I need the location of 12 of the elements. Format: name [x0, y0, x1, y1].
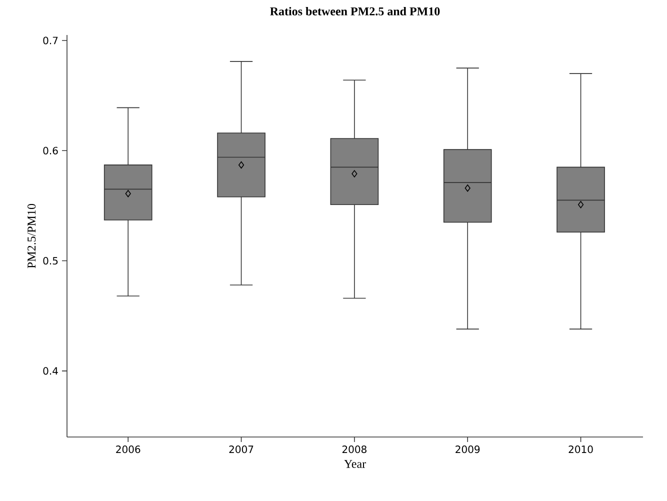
y-tick-label: 0.4	[43, 367, 58, 375]
y-axis-title: PM2.5/PM10	[28, 204, 36, 268]
y-tick-label: 0.6	[43, 146, 58, 154]
y-tick-label: 0.5	[43, 256, 58, 265]
x-tick-label: 2006	[116, 446, 140, 454]
x-tick-label: 2007	[229, 446, 254, 454]
x-axis-title: Year	[344, 460, 366, 468]
x-tick-label: 2010	[568, 446, 593, 454]
x-tick-label: 2008	[342, 446, 366, 454]
x-tick-label: 2009	[456, 446, 480, 454]
chart-title: Ratios between PM2.5 and PM10	[270, 6, 440, 16]
y-tick-label: 0.7	[43, 36, 58, 44]
